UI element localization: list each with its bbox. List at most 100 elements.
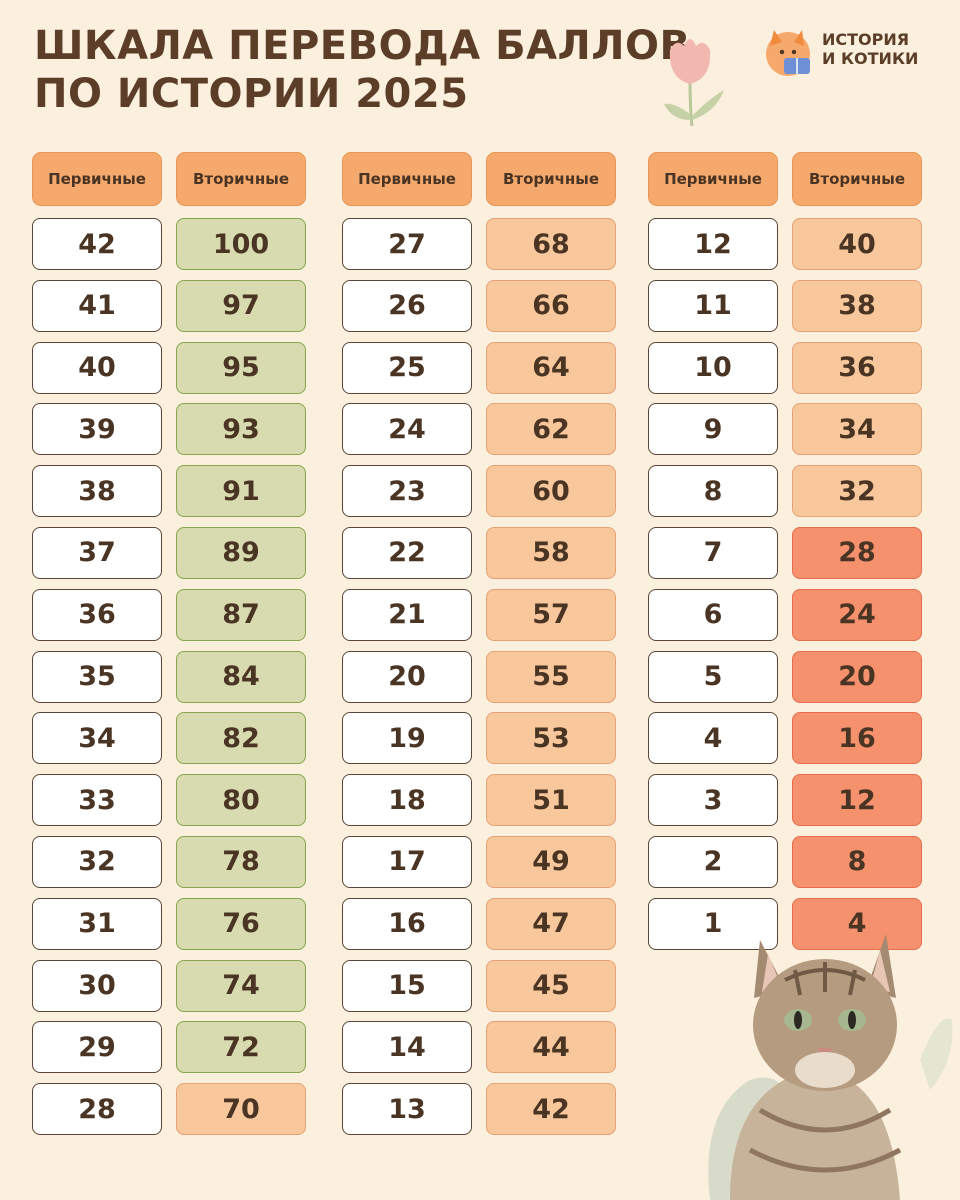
primary-score-cell: 23: [342, 465, 472, 518]
secondary-score-cell: 91: [176, 465, 306, 518]
column-3-secondary: Вторичные 40 38 36 34 32 28 24 20 16 12 8 4: [792, 152, 922, 960]
secondary-score-cell: 58: [486, 526, 616, 579]
secondary-score-cell: 78: [176, 835, 306, 888]
secondary-score-cell: 89: [176, 526, 306, 579]
secondary-score-cell: 62: [486, 403, 616, 456]
page-title: Шкала перевода баллов по истории 2025: [34, 22, 691, 118]
primary-score-cell: 38: [32, 465, 162, 518]
secondary-score-cell: 53: [486, 712, 616, 765]
column-2-primary: Первичные 27 26 25 24 23 22 21 20 19 18 17 16 15 14 13: [342, 152, 472, 1145]
cat-photo: [708, 934, 953, 1200]
secondary-score-cell: 8: [792, 835, 922, 888]
primary-score-cell: 6: [648, 588, 778, 641]
primary-score-cell: 9: [648, 403, 778, 456]
secondary-score-cell: 20: [792, 650, 922, 703]
secondary-score-cell: 80: [176, 774, 306, 827]
primary-score-cell: 21: [342, 588, 472, 641]
secondary-score-cell: 93: [176, 403, 306, 456]
secondary-score-cell: 47: [486, 897, 616, 950]
secondary-score-cell: 38: [792, 279, 922, 332]
primary-score-cell: 33: [32, 774, 162, 827]
secondary-score-cell: 12: [792, 774, 922, 827]
logo-line-2: и котики: [822, 49, 919, 68]
primary-score-cell: 39: [32, 403, 162, 456]
secondary-score-cell: 36: [792, 341, 922, 394]
secondary-score-cell: 72: [176, 1021, 306, 1074]
secondary-score-cell: 16: [792, 712, 922, 765]
primary-header: Первичные: [32, 152, 162, 206]
secondary-score-cell: 76: [176, 897, 306, 950]
primary-score-cell: 29: [32, 1021, 162, 1074]
secondary-score-cell: 51: [486, 774, 616, 827]
primary-score-cell: 7: [648, 526, 778, 579]
primary-score-cell: 3: [648, 774, 778, 827]
column-1-secondary: Вторичные 100 97 95 93 91 89 87 84 82 80 78 76 74 72 70: [176, 152, 306, 1145]
secondary-score-cell: 66: [486, 279, 616, 332]
column-2-secondary: Вторичные 68 66 64 62 60 58 57 55 53 51 49 47 45 44 42: [486, 152, 616, 1145]
title-line-2: по истории 2025: [34, 71, 469, 117]
primary-score-cell: 18: [342, 774, 472, 827]
secondary-score-cell: 70: [176, 1083, 306, 1136]
primary-score-cell: 40: [32, 341, 162, 394]
secondary-score-cell: 55: [486, 650, 616, 703]
primary-score-cell: 36: [32, 588, 162, 641]
primary-score-cell: 34: [32, 712, 162, 765]
secondary-header: Вторичные: [792, 152, 922, 206]
tulip-icon: [664, 39, 724, 127]
primary-score-cell: 13: [342, 1083, 472, 1136]
secondary-score-cell: 44: [486, 1021, 616, 1074]
primary-score-cell: 28: [32, 1083, 162, 1136]
primary-score-cell: 16: [342, 897, 472, 950]
secondary-score-cell: 74: [176, 959, 306, 1012]
primary-score-cell: 41: [32, 279, 162, 332]
primary-header: Первичные: [648, 152, 778, 206]
secondary-header: Вторичные: [176, 152, 306, 206]
primary-score-cell: 24: [342, 403, 472, 456]
cat-logo-icon: [766, 30, 810, 76]
primary-score-cell: 20: [342, 650, 472, 703]
secondary-score-cell: 40: [792, 218, 922, 270]
secondary-score-cell: 87: [176, 588, 306, 641]
secondary-score-cell: 42: [486, 1083, 616, 1136]
primary-score-cell: 25: [342, 341, 472, 394]
secondary-score-cell: 49: [486, 835, 616, 888]
secondary-score-cell: 45: [486, 959, 616, 1012]
secondary-score-cell: 84: [176, 650, 306, 703]
primary-score-cell: 10: [648, 341, 778, 394]
secondary-score-cell: 57: [486, 588, 616, 641]
secondary-score-cell: 34: [792, 403, 922, 456]
secondary-score-cell: 60: [486, 465, 616, 518]
primary-score-cell: 32: [32, 835, 162, 888]
primary-score-cell: 35: [32, 650, 162, 703]
secondary-header: Вторичные: [486, 152, 616, 206]
primary-score-cell: 42: [32, 218, 162, 270]
secondary-score-cell: 82: [176, 712, 306, 765]
primary-score-cell: 31: [32, 897, 162, 950]
secondary-score-cell: 4: [792, 897, 922, 950]
primary-score-cell: 37: [32, 526, 162, 579]
title-line-1: Шкала перевода баллов: [34, 23, 691, 69]
secondary-score-cell: 24: [792, 588, 922, 641]
primary-score-cell: 15: [342, 959, 472, 1012]
secondary-score-cell: 97: [176, 279, 306, 332]
secondary-score-cell: 95: [176, 341, 306, 394]
secondary-score-cell: 68: [486, 218, 616, 270]
column-1-primary: Первичные 42 41 40 39 38 37 36 35 34 33 32 31 30 29 28: [32, 152, 162, 1145]
primary-score-cell: 1: [648, 897, 778, 950]
primary-score-cell: 30: [32, 959, 162, 1012]
primary-header: Первичные: [342, 152, 472, 206]
primary-score-cell: 8: [648, 465, 778, 518]
primary-score-cell: 26: [342, 279, 472, 332]
primary-score-cell: 5: [648, 650, 778, 703]
primary-score-cell: 14: [342, 1021, 472, 1074]
column-3-primary: Первичные 12 11 10 9 8 7 6 5 4 3 2 1: [648, 152, 778, 960]
primary-score-cell: 17: [342, 835, 472, 888]
primary-score-cell: 2: [648, 835, 778, 888]
primary-score-cell: 27: [342, 218, 472, 270]
logo-line-1: История: [822, 30, 910, 49]
secondary-score-cell: 32: [792, 465, 922, 518]
secondary-score-cell: 28: [792, 526, 922, 579]
secondary-score-cell: 64: [486, 341, 616, 394]
primary-score-cell: 11: [648, 279, 778, 332]
primary-score-cell: 22: [342, 526, 472, 579]
